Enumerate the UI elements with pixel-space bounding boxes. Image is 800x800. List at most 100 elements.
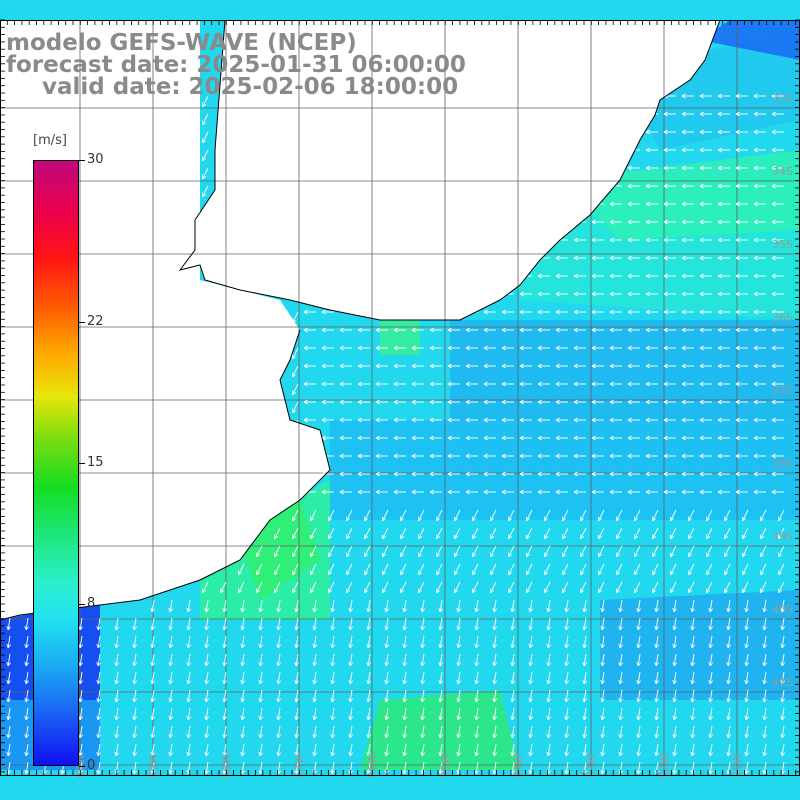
- wind-arrow: [591, 273, 604, 279]
- wind-arrow: [627, 273, 640, 279]
- wind-arrow: [474, 617, 479, 631]
- wind-arrow: [24, 743, 29, 757]
- lat-label: 33S: [772, 92, 793, 105]
- wind-arrow: [753, 345, 766, 351]
- wind-arrow: [474, 707, 479, 721]
- wind-arrow: [573, 417, 586, 423]
- wind-arrow: [132, 743, 137, 757]
- wind-arrow: [132, 653, 137, 667]
- wind-arrow: [744, 707, 749, 721]
- wind-arrow: [726, 653, 731, 667]
- wind-arrow: [663, 165, 676, 171]
- wind-arrow: [366, 707, 371, 721]
- wind-arrow: [717, 201, 730, 207]
- wind-arrow: [564, 725, 569, 739]
- wind-arrow: [717, 165, 730, 171]
- wind-arrow: [741, 581, 749, 594]
- wind-arrow: [555, 471, 568, 477]
- wind-arrow: [555, 273, 568, 279]
- wind-arrow: [672, 653, 677, 667]
- wind-arrow: [114, 707, 119, 721]
- wind-arrow: [708, 725, 713, 739]
- wind-arrow: [546, 617, 551, 631]
- wind-arrow: [429, 345, 442, 351]
- lon-label: 58W: [220, 753, 233, 778]
- wind-arrow: [759, 527, 767, 540]
- wind-arrow: [708, 671, 713, 685]
- wind-arrow: [771, 93, 784, 99]
- wind-arrow: [744, 689, 749, 703]
- wind-arrow: [609, 363, 622, 369]
- wind-arrow: [600, 671, 605, 685]
- wind-arrow: [591, 237, 604, 243]
- wind-arrow: [78, 707, 83, 721]
- wind-arrow: [669, 581, 677, 594]
- wind-arrow: [303, 399, 316, 405]
- wind-arrow: [717, 417, 730, 423]
- wind-arrow: [501, 381, 514, 387]
- wind-arrow: [717, 111, 730, 117]
- wind-arrow: [681, 237, 694, 243]
- wind-arrow: [489, 527, 497, 540]
- wind-arrow: [564, 617, 569, 631]
- colorbar: [33, 160, 79, 766]
- wind-arrow: [447, 417, 460, 423]
- wind-arrow: [375, 327, 388, 333]
- wind-arrow: [600, 617, 605, 631]
- wind-arrow: [537, 273, 550, 279]
- wind-arrow: [591, 291, 604, 297]
- wind-arrow: [96, 653, 101, 667]
- wind-arrow: [489, 509, 497, 522]
- wind-arrow: [669, 563, 677, 576]
- wind-arrow: [402, 761, 407, 775]
- wind-arrow: [525, 545, 533, 558]
- wind-arrow: [726, 707, 731, 721]
- wind-arrow: [276, 707, 281, 721]
- wind-arrow: [726, 743, 731, 757]
- wind-arrow: [672, 743, 677, 757]
- wind-arrow: [537, 345, 550, 351]
- wind-arrow: [291, 527, 299, 540]
- wind-arrow: [654, 707, 659, 721]
- wind-arrow: [537, 363, 550, 369]
- wind-arrow: [618, 599, 623, 613]
- wind-arrow: [690, 653, 695, 667]
- wind-arrow: [501, 471, 514, 477]
- wind-arrow: [78, 671, 83, 685]
- wind-arrow: [168, 761, 173, 775]
- wind-arrow: [669, 527, 677, 540]
- wind-arrow: [645, 489, 658, 495]
- wind-arrow: [615, 563, 623, 576]
- wind-arrow: [381, 545, 389, 558]
- wind-arrow: [258, 635, 263, 649]
- wind-arrow: [78, 689, 83, 703]
- wind-arrow: [366, 635, 371, 649]
- wind-arrow: [633, 509, 641, 522]
- wind-arrow: [762, 617, 767, 631]
- wind-arrow: [402, 689, 407, 703]
- wind-arrow: [204, 635, 209, 649]
- wind-arrow: [186, 671, 191, 685]
- wind-arrow: [561, 527, 569, 540]
- wind-arrow: [582, 653, 587, 667]
- wind-arrow: [303, 363, 316, 369]
- wind-arrow: [381, 509, 389, 522]
- wind-arrow: [276, 653, 281, 667]
- wind-arrow: [291, 311, 299, 324]
- wind-arrow: [528, 689, 533, 703]
- wind-arrow: [204, 653, 209, 667]
- wind-arrow: [777, 581, 785, 594]
- wind-arrow: [555, 417, 568, 423]
- wind-arrow: [609, 201, 622, 207]
- wind-arrow: [348, 617, 353, 631]
- wind-arrow: [150, 599, 155, 613]
- wind-arrow: [456, 671, 461, 685]
- wind-arrow: [645, 399, 658, 405]
- wind-arrow: [627, 399, 640, 405]
- wind-arrow: [564, 707, 569, 721]
- wind-arrow: [681, 435, 694, 441]
- wind-arrow: [537, 291, 550, 297]
- wind-arrow: [312, 617, 317, 631]
- wind-arrow: [312, 743, 317, 757]
